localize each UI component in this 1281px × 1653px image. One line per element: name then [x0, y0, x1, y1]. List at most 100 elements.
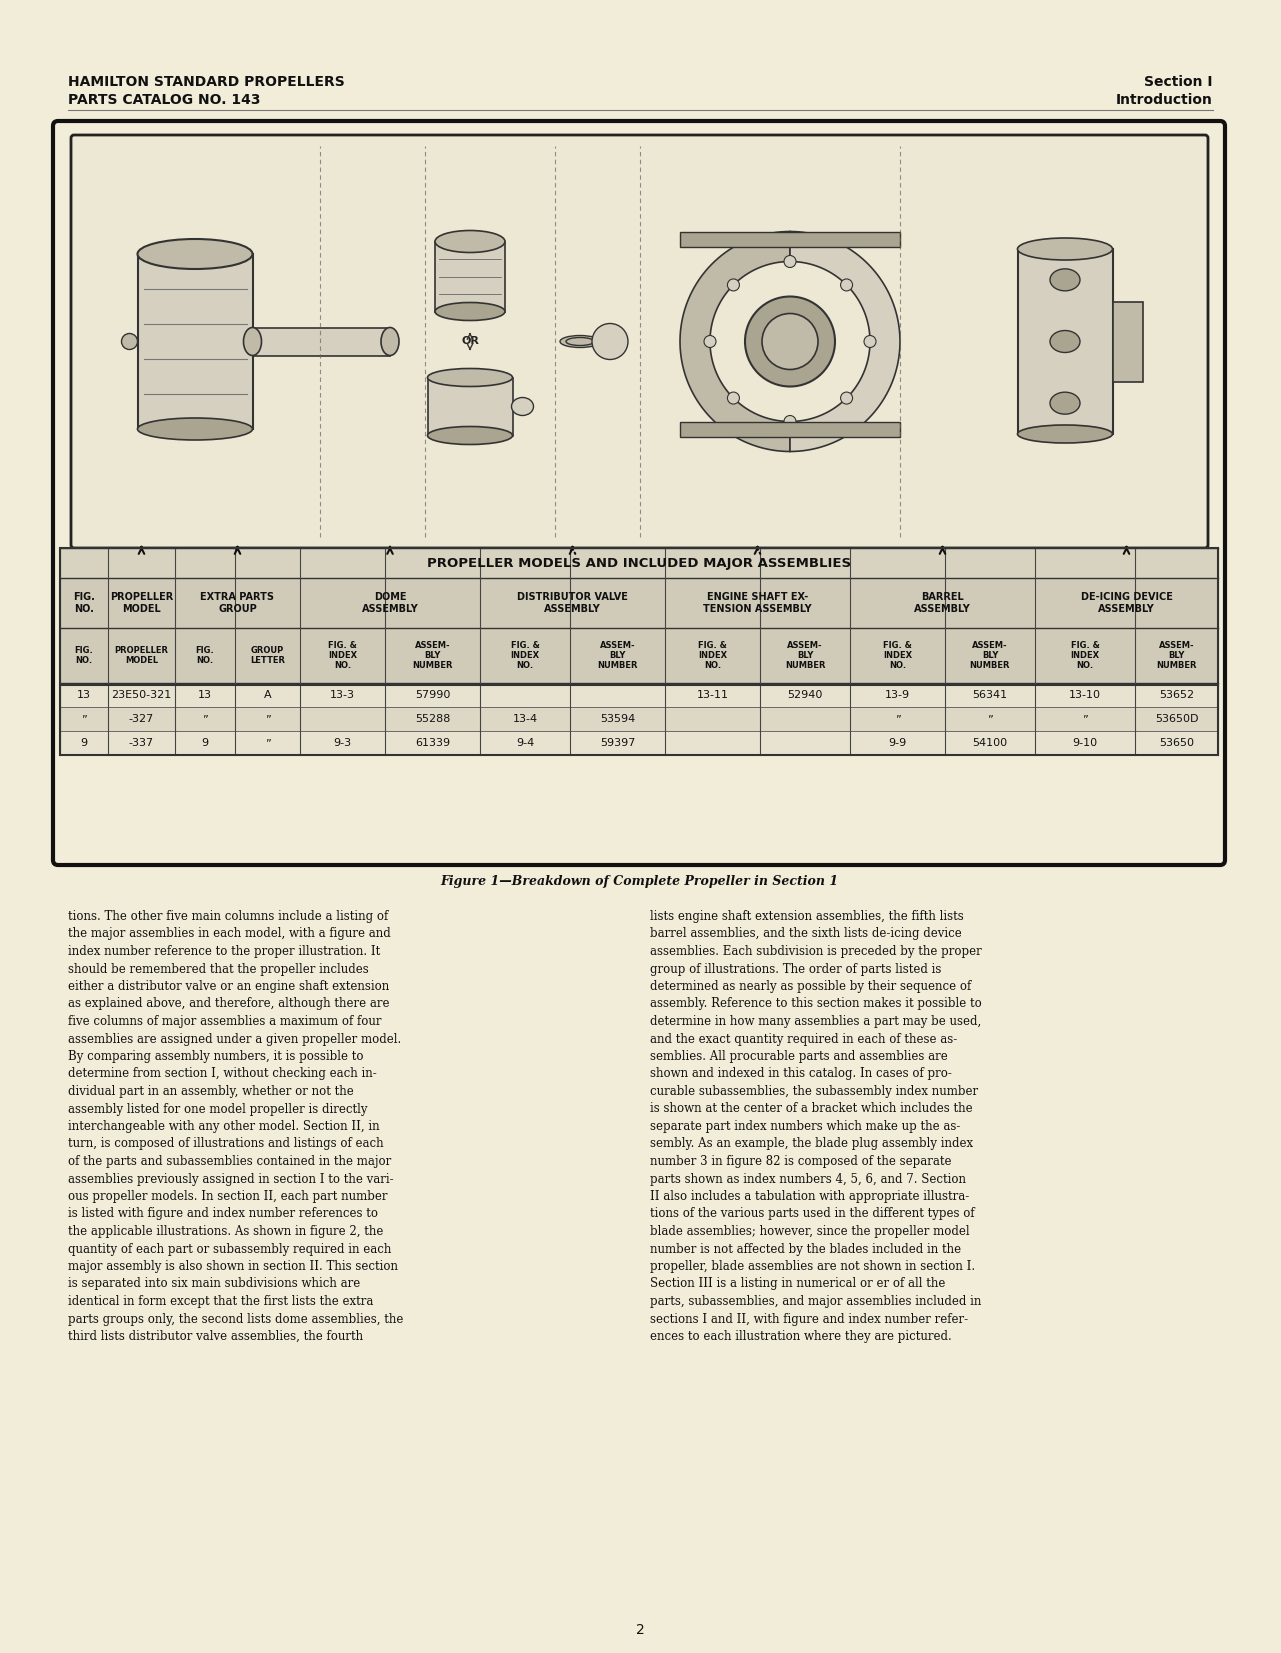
Text: determined as nearly as possible by their sequence of: determined as nearly as possible by thei… — [649, 980, 971, 993]
Bar — [60, 731, 1218, 755]
Circle shape — [705, 336, 716, 347]
Text: sections I and II, with figure and index number refer-: sections I and II, with figure and index… — [649, 1312, 968, 1326]
Text: ASSEM-
BLY
NUMBER: ASSEM- BLY NUMBER — [785, 641, 825, 671]
Text: 13: 13 — [199, 689, 211, 699]
Text: number 3 in figure 82 is composed of the separate: number 3 in figure 82 is composed of the… — [649, 1155, 952, 1169]
Ellipse shape — [1017, 238, 1112, 260]
Text: 56341: 56341 — [972, 689, 1008, 699]
Text: and the exact quantity required in each of these as-: and the exact quantity required in each … — [649, 1033, 957, 1045]
Text: is listed with figure and index number references to: is listed with figure and index number r… — [68, 1207, 378, 1220]
Text: assembly. Reference to this section makes it possible to: assembly. Reference to this section make… — [649, 997, 981, 1010]
Text: 13-11: 13-11 — [697, 689, 729, 699]
Text: ous propeller models. In section II, each part number: ous propeller models. In section II, eac… — [68, 1190, 387, 1203]
Text: 52940: 52940 — [788, 689, 822, 699]
Bar — [60, 549, 1218, 579]
Text: 13-9: 13-9 — [885, 689, 910, 699]
Text: barrel assemblies, and the sixth lists de-icing device: barrel assemblies, and the sixth lists d… — [649, 927, 962, 941]
Circle shape — [592, 324, 628, 359]
Circle shape — [728, 279, 739, 291]
Text: FIG. &
INDEX
NO.: FIG. & INDEX NO. — [328, 641, 357, 671]
Text: lists engine shaft extension assemblies, the fifth lists: lists engine shaft extension assemblies,… — [649, 911, 963, 922]
Bar — [436, 241, 505, 311]
Text: assemblies are assigned under a given propeller model.: assemblies are assigned under a given pr… — [68, 1033, 401, 1045]
Bar — [60, 683, 1218, 707]
Text: Section III is a listing in numerical or er of all the: Section III is a listing in numerical or… — [649, 1278, 945, 1291]
Text: assembly listed for one model propeller is directly: assembly listed for one model propeller … — [68, 1103, 368, 1116]
Ellipse shape — [1017, 425, 1112, 443]
Text: FIG. &
INDEX
NO.: FIG. & INDEX NO. — [698, 641, 728, 671]
Text: OR: OR — [461, 337, 479, 347]
Circle shape — [728, 392, 739, 403]
Text: identical in form except that the first lists the extra: identical in form except that the first … — [68, 1294, 373, 1308]
Text: 9: 9 — [201, 737, 209, 749]
Text: 9-10: 9-10 — [1072, 737, 1098, 749]
Bar — [680, 231, 901, 246]
Ellipse shape — [243, 327, 261, 355]
Text: 9: 9 — [81, 737, 87, 749]
Text: ”: ” — [1082, 714, 1088, 724]
Text: ences to each illustration where they are pictured.: ences to each illustration where they ar… — [649, 1331, 952, 1342]
Bar — [680, 422, 901, 436]
Circle shape — [784, 256, 796, 268]
Text: parts shown as index numbers 4, 5, 6, and 7. Section: parts shown as index numbers 4, 5, 6, an… — [649, 1172, 966, 1185]
Text: should be remembered that the propeller includes: should be remembered that the propeller … — [68, 962, 369, 975]
Text: 13: 13 — [77, 689, 91, 699]
Text: major assembly is also shown in section II. This section: major assembly is also shown in section … — [68, 1260, 398, 1273]
Text: ASSEM-
BLY
NUMBER: ASSEM- BLY NUMBER — [1157, 641, 1196, 671]
Circle shape — [746, 296, 835, 387]
Bar — [680, 231, 901, 451]
Ellipse shape — [1050, 392, 1080, 415]
Ellipse shape — [137, 418, 252, 440]
Text: the applicable illustrations. As shown in figure 2, the: the applicable illustrations. As shown i… — [68, 1225, 383, 1238]
Ellipse shape — [428, 426, 512, 445]
Text: propeller, blade assemblies are not shown in section I.: propeller, blade assemblies are not show… — [649, 1260, 975, 1273]
Text: 61339: 61339 — [415, 737, 450, 749]
Text: the major assemblies in each model, with a figure and: the major assemblies in each model, with… — [68, 927, 391, 941]
FancyBboxPatch shape — [70, 136, 1208, 549]
Ellipse shape — [1050, 331, 1080, 352]
Text: By comparing assembly numbers, it is possible to: By comparing assembly numbers, it is pos… — [68, 1050, 364, 1063]
Text: parts, subassemblies, and major assemblies included in: parts, subassemblies, and major assembli… — [649, 1294, 981, 1308]
Text: 9-4: 9-4 — [516, 737, 534, 749]
Text: five columns of major assemblies a maximum of four: five columns of major assemblies a maxim… — [68, 1015, 382, 1028]
Ellipse shape — [1050, 269, 1080, 291]
Text: ASSEM-
BLY
NUMBER: ASSEM- BLY NUMBER — [597, 641, 638, 671]
Text: DOME
ASSEMBLY: DOME ASSEMBLY — [361, 592, 419, 613]
Text: is separated into six main subdivisions which are: is separated into six main subdivisions … — [68, 1278, 360, 1291]
Polygon shape — [680, 231, 790, 451]
Ellipse shape — [436, 302, 505, 321]
Circle shape — [863, 336, 876, 347]
Text: tions. The other five main columns include a listing of: tions. The other five main columns inclu… — [68, 911, 388, 922]
Text: -337: -337 — [129, 737, 154, 749]
Text: either a distributor valve or an engine shaft extension: either a distributor valve or an engine … — [68, 980, 389, 993]
Text: GROUP
LETTER: GROUP LETTER — [250, 646, 284, 665]
Text: 13-10: 13-10 — [1070, 689, 1100, 699]
Ellipse shape — [137, 240, 252, 269]
Text: ”: ” — [81, 714, 87, 724]
Text: 57990: 57990 — [415, 689, 450, 699]
Text: DISTRIBUTOR VALVE
ASSEMBLY: DISTRIBUTOR VALVE ASSEMBLY — [518, 592, 628, 613]
Text: HAMILTON STANDARD PROPELLERS: HAMILTON STANDARD PROPELLERS — [68, 74, 345, 89]
Text: dividual part in an assembly, whether or not the: dividual part in an assembly, whether or… — [68, 1084, 354, 1098]
Ellipse shape — [560, 336, 600, 347]
Text: assemblies. Each subdivision is preceded by the proper: assemblies. Each subdivision is preceded… — [649, 946, 981, 959]
Text: II also includes a tabulation with appropriate illustra-: II also includes a tabulation with appro… — [649, 1190, 970, 1203]
Circle shape — [840, 279, 853, 291]
Text: turn, is composed of illustrations and listings of each: turn, is composed of illustrations and l… — [68, 1137, 383, 1150]
Text: PROPELLER MODELS AND INCLUDED MAJOR ASSEMBLIES: PROPELLER MODELS AND INCLUDED MAJOR ASSE… — [427, 557, 851, 570]
Circle shape — [762, 314, 819, 370]
Text: Section I: Section I — [1144, 74, 1213, 89]
Text: parts groups only, the second lists dome assemblies, the: parts groups only, the second lists dome… — [68, 1312, 404, 1326]
Text: ”: ” — [894, 714, 901, 724]
Text: PARTS CATALOG NO. 143: PARTS CATALOG NO. 143 — [68, 93, 260, 107]
Text: number is not affected by the blades included in the: number is not affected by the blades inc… — [649, 1243, 961, 1256]
Text: -327: -327 — [129, 714, 154, 724]
Text: Figure 1—Breakdown of Complete Propeller in Section 1: Figure 1—Breakdown of Complete Propeller… — [439, 876, 838, 889]
Text: 53650: 53650 — [1159, 737, 1194, 749]
Text: sembly. As an example, the blade plug assembly index: sembly. As an example, the blade plug as… — [649, 1137, 974, 1150]
Text: BARREL
ASSEMBLY: BARREL ASSEMBLY — [915, 592, 971, 613]
Bar — [60, 579, 1218, 628]
Bar — [428, 377, 512, 435]
Text: 53652: 53652 — [1159, 689, 1194, 699]
Text: ASSEM-
BLY
NUMBER: ASSEM- BLY NUMBER — [970, 641, 1011, 671]
